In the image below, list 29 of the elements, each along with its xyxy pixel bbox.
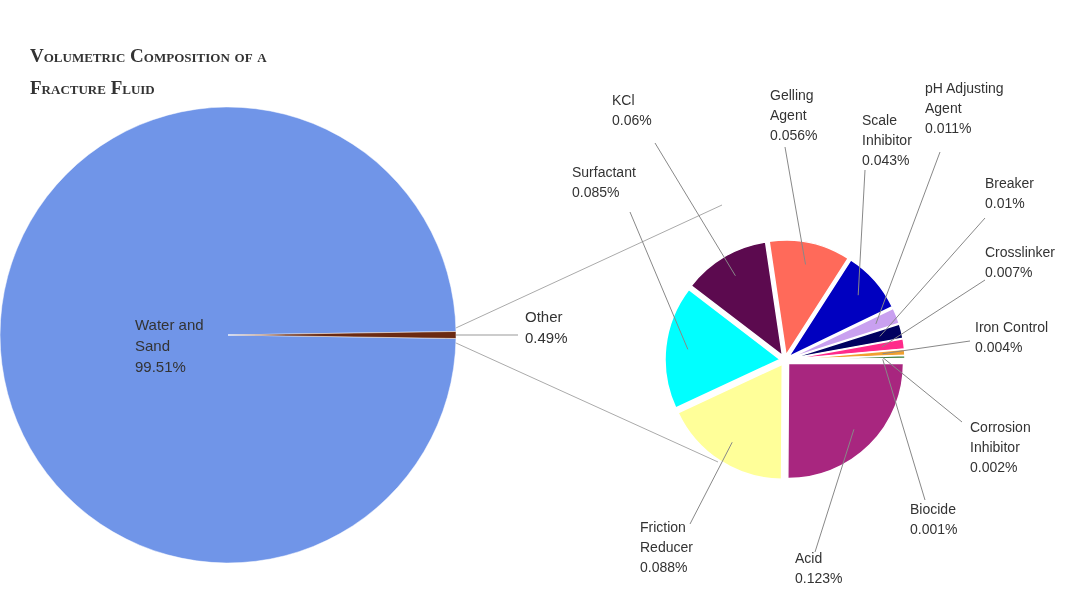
- data-label: 0.001%: [910, 521, 958, 537]
- slice-label: Breaker: [985, 175, 1035, 191]
- data-label: 0.002%: [970, 459, 1018, 475]
- slice-label: Gelling Agent: [770, 87, 814, 123]
- slice-label: Crosslinker: [985, 244, 1056, 260]
- data-label: 0.088%: [640, 559, 688, 575]
- slice-label: Acid: [795, 550, 823, 566]
- data-label: 0.043%: [862, 152, 910, 168]
- data-label: 0.01%: [985, 195, 1025, 211]
- slice-label: Iron Control: [975, 319, 1049, 335]
- slice-label: Biocide: [910, 501, 957, 517]
- data-label: 99.51%: [135, 358, 186, 375]
- data-label: 0.49%: [525, 329, 568, 346]
- data-label: 0.123%: [795, 570, 843, 586]
- slice-label: Corrosion Inhibitor: [970, 419, 1031, 455]
- data-label: 0.085%: [572, 184, 620, 200]
- chart-title: Volumetric Composition of a Fracture Fluid: [30, 45, 268, 98]
- slice-label: Water and Sand: [135, 316, 204, 354]
- slice-label: Other: [525, 308, 563, 325]
- data-label: 0.004%: [975, 339, 1023, 355]
- slice-label: KCl: [612, 92, 635, 108]
- slice-label: Surfactant: [572, 164, 636, 180]
- slice-label: Friction Reducer: [640, 519, 694, 555]
- data-label: 0.011%: [925, 120, 972, 136]
- slice-label: Scale Inhibitor: [862, 112, 913, 148]
- data-label: 0.056%: [770, 127, 818, 143]
- data-label: 0.06%: [612, 112, 652, 128]
- data-label: 0.007%: [985, 264, 1033, 280]
- slice-label: pH Adjusting Agent: [925, 80, 1004, 116]
